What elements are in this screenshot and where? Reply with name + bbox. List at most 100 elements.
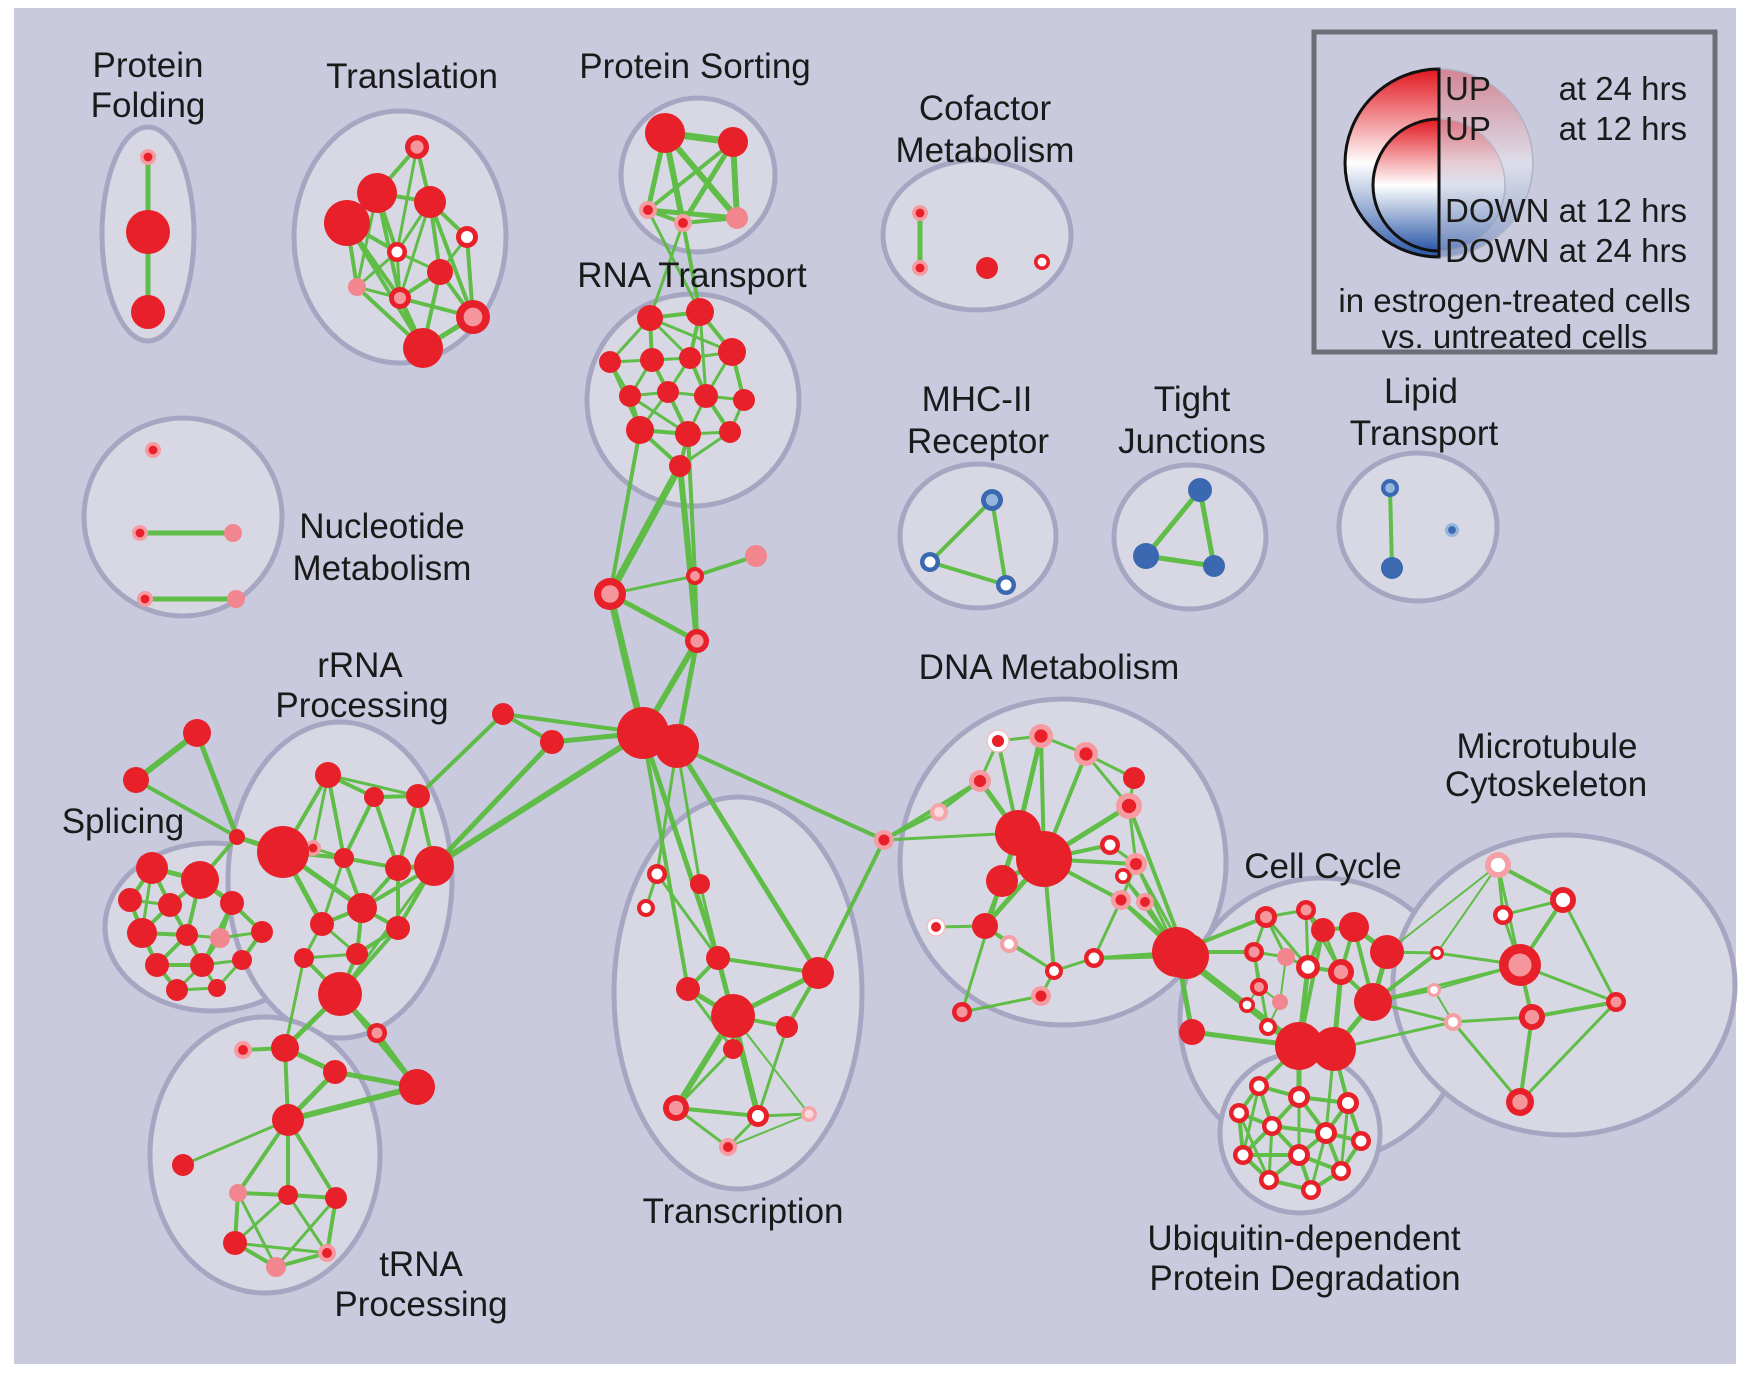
- gene-node-core-rrna-processing: [308, 843, 318, 853]
- gene-node-translation: [427, 259, 453, 285]
- cluster-label-protein-sorting: Protein Sorting: [579, 47, 811, 86]
- gene-node-cell-cycle: [1312, 1027, 1356, 1071]
- gene-node-cell-cycle: [1275, 1022, 1323, 1070]
- gene-node-cell-cycle: [1311, 918, 1335, 942]
- gene-node-rrna-processing: [346, 943, 368, 965]
- edge-mhc-ii-receptor: [990, 498, 1008, 587]
- gene-node-trna-processing: [266, 1257, 286, 1277]
- gene-node-core-microtubule-cytoskeleton: [1555, 892, 1571, 908]
- cluster-label-lipid-transport: Transport: [1350, 414, 1499, 453]
- edge-trna-processing: [285, 1084, 420, 1123]
- gene-node-core-cell-cycle: [1259, 910, 1273, 924]
- gene-node-rna-transport: [640, 348, 664, 372]
- gene-node-rna-transport: [626, 416, 654, 444]
- cluster-label-tight-junctions: Junctions: [1118, 422, 1266, 461]
- edge-intercluster: [677, 463, 700, 644]
- gene-node-core-ubiquitin-degradation: [1305, 1184, 1317, 1196]
- edge-intercluster: [1371, 963, 1522, 1004]
- gene-node-cell-cycle: [1354, 983, 1392, 1021]
- cluster-label-rrna-processing: Processing: [275, 686, 448, 725]
- legend-caption: vs. untreated cells: [1382, 318, 1648, 355]
- gene-node-core-transcription: [641, 903, 651, 913]
- edge-trna-processing: [274, 1196, 338, 1269]
- edge-ubiquitin-degradation: [1241, 1084, 1261, 1157]
- gene-node-trna-processing: [278, 1185, 298, 1205]
- gene-node-transcription: [802, 957, 834, 989]
- gene-node-core-dna-metabolism: [1035, 990, 1047, 1002]
- gene-node-core-dna-metabolism: [1049, 966, 1059, 976]
- cluster-ellipse-lipid-transport: [1336, 450, 1500, 604]
- gene-node-core-connectors: [690, 571, 700, 581]
- gene-node-rrna-processing: [257, 826, 309, 878]
- gene-node-protein-sorting: [645, 113, 685, 153]
- gene-node-splicing: [190, 953, 214, 977]
- edge-rna-transport: [648, 316, 734, 354]
- gene-node-translation: [403, 328, 443, 368]
- gene-node-connectors: [123, 767, 149, 793]
- edge-rrna-processing: [342, 795, 376, 860]
- gene-node-connectors: [745, 545, 767, 567]
- gene-node-core-microtubule-cytoskeleton: [1512, 1094, 1528, 1110]
- edge-transcription: [686, 987, 735, 1051]
- legend-inner-circle-right: [1438, 118, 1506, 252]
- legend-inner-circle-left: [1371, 117, 1441, 253]
- edge-intercluster: [606, 462, 684, 598]
- gene-node-core-cell-cycle: [1118, 871, 1128, 881]
- gene-node-splicing: [181, 861, 219, 899]
- cluster-label-tight-junctions: Tight: [1154, 380, 1231, 419]
- edge-intercluster: [675, 744, 702, 886]
- gene-node-protein-sorting: [718, 127, 748, 157]
- legend: UP at 24 hrs UP at 12 hrs DOWN at 12 hrs DOWN a…: [1311, 29, 1718, 355]
- gene-node-splicing: [251, 921, 273, 943]
- edge-intercluster: [686, 432, 697, 578]
- cluster-label-splicing: Splicing: [62, 802, 185, 841]
- gene-node-trna-processing: [323, 1060, 347, 1084]
- gene-node-core-ubiquitin-degradation: [1237, 1149, 1249, 1161]
- gene-node-connectors: [229, 829, 245, 845]
- gene-node-rna-transport: [686, 298, 714, 326]
- nodes: [118, 113, 1626, 1277]
- gene-node-rna-transport: [733, 389, 755, 411]
- gene-node-lipid-transport: [1381, 557, 1403, 579]
- cluster-label-microtubule-cytoskeleton: Microtubule: [1457, 727, 1638, 766]
- edge-connectors: [134, 778, 239, 839]
- gene-node-rrna-processing: [386, 916, 410, 940]
- gene-node-rna-transport: [637, 305, 663, 331]
- gene-node-cell-cycle: [1339, 912, 1369, 942]
- gene-node-core-protein-sorting: [643, 205, 653, 215]
- gene-node-transcription: [723, 1039, 743, 1059]
- gene-node-core-microtubule-cytoskeleton: [1430, 986, 1438, 994]
- gene-node-rna-transport: [599, 351, 621, 373]
- gene-node-core-mhc-ii-receptor: [1000, 579, 1012, 591]
- cluster-label-dna-metabolism: DNA Metabolism: [919, 648, 1180, 687]
- gene-node-rna-transport: [619, 385, 641, 407]
- edge-translation: [428, 200, 475, 319]
- gene-node-core-transcription: [651, 868, 663, 880]
- gene-node-core-nucleotide-metabolism: [148, 445, 158, 455]
- gene-node-cell-cycle: [1370, 935, 1404, 969]
- edge-connectors: [607, 591, 700, 644]
- cluster-ellipse-transcription: [611, 794, 865, 1192]
- gene-node-trna-processing: [229, 1184, 247, 1202]
- cluster-label-nucleotide-metabolism: Metabolism: [293, 549, 472, 588]
- gene-node-rna-transport: [669, 455, 691, 477]
- cluster-label-mhc-ii-receptor: Receptor: [907, 422, 1049, 461]
- cluster-label-cell-cycle: Cell Cycle: [1244, 847, 1402, 886]
- gene-node-protein-folding: [131, 295, 165, 329]
- edge-intercluster: [431, 739, 555, 869]
- gene-node-trna-processing: [172, 1154, 194, 1176]
- gene-node-core-cell-cycle: [1333, 964, 1349, 980]
- gene-node-dna-metabolism: [1123, 767, 1145, 789]
- gene-node-rrna-processing: [385, 855, 411, 881]
- cluster-label-rna-transport: RNA Transport: [577, 256, 807, 295]
- gene-node-rrna-processing: [318, 972, 362, 1016]
- edge-connectors: [194, 730, 240, 840]
- gene-node-trna-processing: [271, 1034, 299, 1062]
- gene-node-core-dna-metabolism: [1004, 939, 1014, 949]
- gene-node-connectors: [183, 719, 211, 747]
- edge-intercluster: [283, 956, 306, 1050]
- gene-node-core-microtubule-cytoskeleton: [1433, 949, 1441, 957]
